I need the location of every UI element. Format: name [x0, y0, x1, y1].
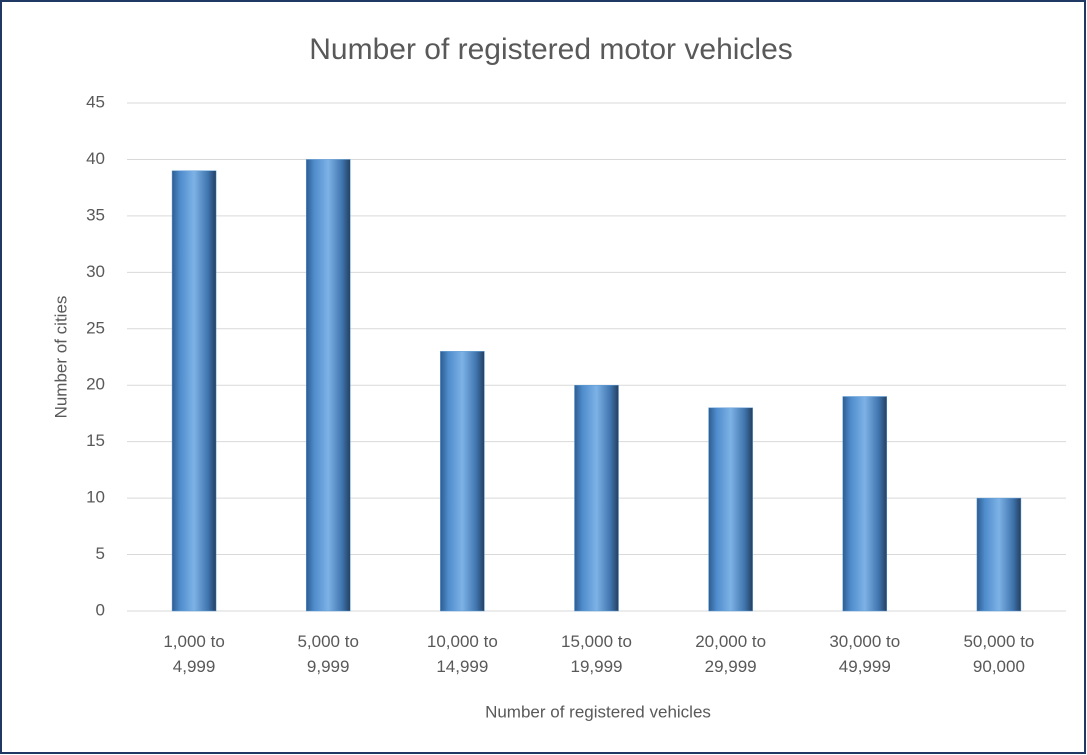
y-tick-label: 15	[86, 431, 105, 450]
x-tick-label: 30,000 to 49,999	[829, 632, 901, 676]
y-tick-label: 35	[86, 205, 105, 224]
y-tick-label: 10	[86, 488, 105, 507]
x-tick-label: 10,000 to 14,999	[426, 632, 498, 676]
x-axis-label: Number of registered vehicles	[485, 702, 711, 721]
x-tick-label: 15,000 to 19,999	[561, 632, 632, 676]
y-tick-label: 25	[86, 318, 105, 337]
bar	[305, 159, 351, 612]
y-tick-label: 45	[86, 92, 105, 111]
bar	[440, 351, 485, 612]
y-tick-label: 20	[86, 375, 105, 394]
x-tick-label: 5,000 to 9,999	[297, 632, 359, 676]
bar	[171, 170, 217, 612]
bar	[842, 396, 888, 612]
bar	[976, 497, 1022, 612]
y-axis-label: Number of cities	[51, 296, 70, 419]
chart-title: Number of registered motor vehicles	[309, 33, 793, 66]
y-tick-label: 0	[96, 600, 105, 619]
y-tick-label: 30	[86, 262, 105, 281]
bar	[574, 384, 619, 612]
bar	[708, 407, 753, 612]
x-tick-label: 20,000 to 29,999	[695, 632, 767, 676]
y-tick-label: 40	[86, 149, 105, 168]
y-tick-label: 5	[96, 544, 105, 563]
x-tick-label: 1,000 to 4,999	[163, 632, 225, 676]
x-tick-label: 50,000 to 90,000	[963, 632, 1035, 676]
